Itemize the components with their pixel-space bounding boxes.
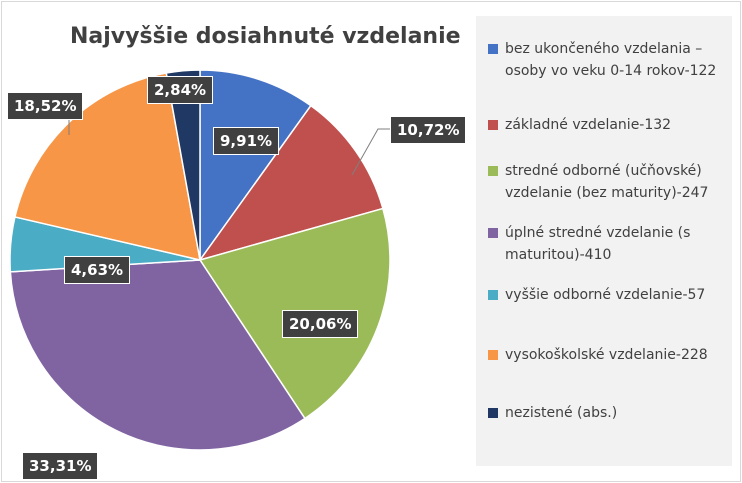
data-label-unknown: 2,84%: [147, 76, 214, 104]
legend-label: úplné stredné vzdelanie (s maturitou)-41…: [505, 225, 691, 263]
data-label-basic: 10,72%: [390, 116, 467, 144]
data-label-vocational: 20,06%: [282, 310, 359, 338]
legend-label: vyššie odborné vzdelanie-57: [505, 287, 706, 303]
pie-slice-secondary: [9, 259, 306, 451]
chart-title: Najvyššie dosiahnuté vzdelanie: [70, 24, 461, 49]
legend-item-no-education: bez ukončeného vzdelania – osoby vo veku…: [488, 38, 728, 82]
legend-item-unknown: nezistené (abs.): [488, 402, 728, 424]
leader-line-basic: [351, 128, 390, 176]
data-label-no-education: 9,91%: [213, 127, 280, 155]
legend-label: nezistené (abs.): [505, 405, 618, 421]
legend-label: vysokoškolské vzdelanie-228: [505, 347, 708, 363]
legend-label: stredné odborné (učňovské) vzdelanie (be…: [505, 163, 709, 201]
legend-label: bez ukončeného vzdelania – osoby vo veku…: [505, 41, 717, 79]
legend-swatch: [488, 44, 498, 54]
pie-slice-basic: [198, 104, 384, 262]
legend-item-vocational: stredné odborné (učňovské) vzdelanie (be…: [488, 160, 728, 204]
pie-slice-unknown: [165, 69, 201, 261]
legend-label: základné vzdelanie-132: [505, 117, 672, 133]
legend-swatch: [488, 120, 498, 130]
data-label-university: 18,52%: [7, 92, 84, 120]
legend-item-higher-vocational: vyššie odborné vzdelanie-57: [488, 284, 728, 306]
legend-item-basic: základné vzdelanie-132: [488, 114, 728, 136]
legend-swatch: [488, 290, 498, 300]
pie-slice-no-education: [199, 69, 312, 263]
legend-item-secondary: úplné stredné vzdelanie (s maturitou)-41…: [488, 222, 728, 266]
legend-swatch: [488, 166, 498, 176]
data-label-higher-vocational: 4,63%: [64, 256, 131, 284]
legend-swatch: [488, 228, 498, 238]
data-label-secondary: 33,31%: [22, 452, 99, 480]
legend-item-university: vysokoškolské vzdelanie-228: [488, 344, 728, 366]
legend-swatch: [488, 350, 498, 360]
legend-swatch: [488, 408, 498, 418]
legend: bez ukončeného vzdelania – osoby vo veku…: [476, 16, 732, 466]
